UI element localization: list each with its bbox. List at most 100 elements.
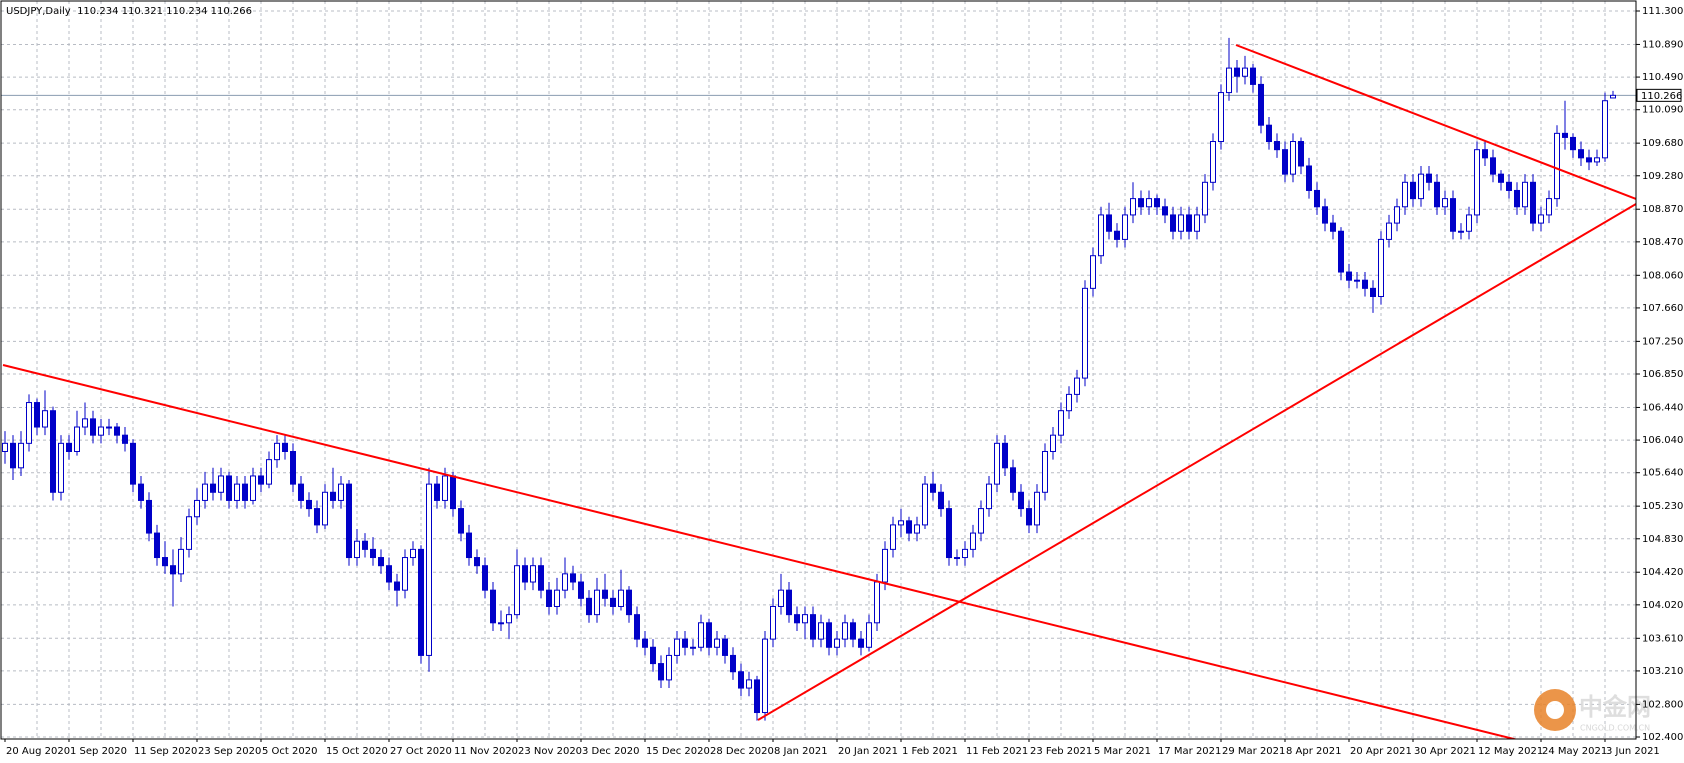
candle-body (1386, 222, 1392, 240)
candle-body (1402, 181, 1408, 208)
candle-body (506, 614, 512, 624)
candle-body (650, 646, 656, 665)
last-price-label: 110.266 (1641, 91, 1682, 102)
candle-body (634, 614, 640, 640)
candle-body (50, 410, 56, 493)
candle-body (1330, 222, 1336, 232)
x-tick-label: 20 Aug 2020 (6, 746, 70, 757)
candle-body (1034, 491, 1040, 526)
candle-body (1066, 393, 1072, 412)
candle-body (1554, 132, 1560, 200)
candle-body (778, 589, 784, 607)
candle-body (130, 442, 136, 485)
x-tick-label: 5 Oct 2020 (262, 746, 317, 757)
candle-body (1570, 136, 1576, 151)
watermark: 中金网 CNGOLD.COM.CN (1534, 689, 1651, 733)
y-tick-label: 104.020 (1642, 600, 1683, 611)
y-tick-label: 111.300 (1642, 6, 1683, 17)
candle-body (1050, 434, 1056, 452)
candle-body (442, 475, 448, 501)
candle-body (410, 548, 416, 559)
x-tick-label: 5 Mar 2021 (1094, 746, 1151, 757)
candle-body (138, 483, 144, 501)
candle-body (98, 426, 104, 436)
chart-title: USDJPY,Daily 110.234 110.321 110.234 110… (6, 6, 252, 17)
candle-body (1450, 198, 1456, 232)
candle-body (1290, 141, 1296, 175)
y-tick-label: 107.660 (1642, 303, 1683, 314)
plot-frame (0, 0, 1637, 740)
candle-body (562, 573, 568, 591)
candle-body (306, 499, 312, 510)
x-tick-label: 1 Feb 2021 (902, 746, 958, 757)
candle-body (266, 459, 272, 485)
y-tick-label: 106.040 (1642, 435, 1683, 446)
candle-body (1466, 214, 1472, 232)
x-tick-label: 30 Apr 2021 (1414, 746, 1476, 757)
candle-body (538, 565, 544, 591)
candle-body (866, 622, 872, 648)
candle-body (1082, 287, 1088, 379)
candle-body (1042, 450, 1048, 493)
candle-body (74, 426, 80, 452)
candle-body (1586, 157, 1592, 163)
candle-body (1154, 198, 1160, 208)
candle-body (346, 483, 352, 559)
candle-body (906, 520, 912, 534)
candle-body (626, 589, 632, 616)
candle-body (1610, 94, 1616, 99)
candle-body (882, 548, 888, 583)
x-tick-label: 11 Nov 2020 (454, 746, 518, 757)
candle-body (1162, 206, 1168, 216)
candle-body (1138, 198, 1144, 208)
candle-body (666, 654, 672, 681)
candle-body (938, 491, 944, 510)
y-tick-label: 103.610 (1642, 633, 1683, 644)
candle-body (258, 475, 264, 485)
candle-body (834, 638, 840, 648)
y-tick-label: 106.850 (1642, 369, 1683, 380)
candle-body (1378, 238, 1384, 298)
candle-body (970, 532, 976, 550)
candle-body (114, 426, 120, 436)
candle-body (178, 548, 184, 575)
candle-body (210, 483, 216, 493)
candle-body (586, 597, 592, 616)
trendline (1235, 44, 1636, 200)
x-tick-label: 23 Nov 2020 (518, 746, 582, 757)
candle-body (330, 491, 336, 501)
candle-body (1498, 173, 1504, 183)
candle-body (514, 565, 520, 616)
candle-body (498, 622, 504, 625)
candle-body (1514, 189, 1520, 208)
candle-body (386, 565, 392, 583)
candle-body (706, 622, 712, 648)
candle-body (1442, 198, 1448, 208)
candle-body (810, 614, 816, 640)
y-tick-label: 102.800 (1642, 699, 1683, 710)
candle-body (394, 581, 400, 591)
candle-body (122, 434, 128, 444)
y-tick-label: 105.640 (1642, 468, 1683, 479)
candle-body (1002, 442, 1008, 469)
candle-body (426, 483, 432, 656)
candle-body (986, 483, 992, 510)
candle-body (362, 540, 368, 550)
y-tick-label: 105.230 (1642, 501, 1683, 512)
candle-body (1490, 157, 1496, 175)
candle-body (106, 426, 112, 429)
candle-body (322, 491, 328, 526)
candle-body (818, 622, 824, 640)
candle-body (754, 679, 760, 714)
x-tick-label: 17 Mar 2021 (1158, 746, 1221, 757)
candle-body (18, 442, 24, 469)
candle-body (82, 418, 88, 428)
candle-body (314, 508, 320, 526)
candle-body (338, 483, 344, 501)
x-tick-label: 27 Oct 2020 (390, 746, 452, 757)
trendline (757, 203, 1636, 721)
y-tick-label: 110.890 (1642, 39, 1683, 50)
candle-body (1234, 67, 1240, 77)
candle-body (170, 565, 176, 575)
